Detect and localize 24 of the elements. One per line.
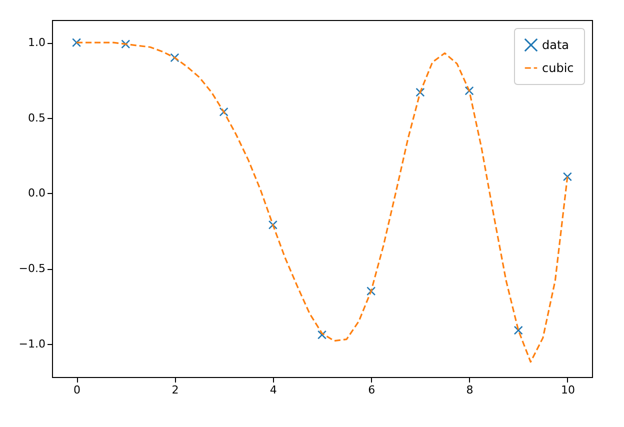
- y-tick-label: −0.5: [18, 262, 46, 276]
- point: [464, 86, 474, 96]
- x-tick-label: 10: [560, 384, 575, 396]
- point: [317, 330, 327, 340]
- point: [268, 220, 278, 230]
- point: [514, 326, 523, 335]
- x-tick-label: 2: [172, 384, 179, 396]
- x-tick-label: 8: [466, 384, 474, 396]
- legend-label: data: [542, 38, 570, 52]
- point: [121, 40, 130, 49]
- y-tick-label: 0.0: [28, 186, 46, 200]
- point: [72, 38, 82, 48]
- point: [562, 172, 572, 182]
- y-tick-label: −1.0: [18, 337, 46, 350]
- x-tick-label: 0: [74, 384, 81, 396]
- point: [366, 286, 376, 296]
- legend-label: cubic: [542, 61, 574, 75]
- y-tick-label: 1.0: [28, 36, 46, 50]
- point: [219, 107, 228, 116]
- point: [170, 53, 180, 62]
- y-tick-label: 0.5: [28, 111, 46, 124]
- point: [416, 88, 425, 97]
- x-tick-label: 4: [270, 384, 277, 396]
- x-tick-label: 6: [368, 384, 376, 396]
